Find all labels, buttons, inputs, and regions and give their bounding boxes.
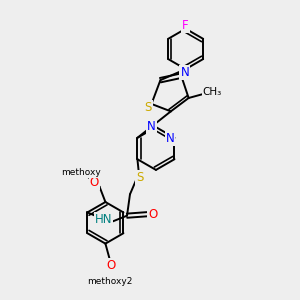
Text: CH₃: CH₃ bbox=[203, 87, 222, 97]
Text: S: S bbox=[136, 171, 143, 184]
Text: O: O bbox=[89, 176, 99, 190]
Text: N: N bbox=[166, 132, 174, 145]
Text: O: O bbox=[148, 208, 157, 221]
Text: N: N bbox=[147, 120, 156, 133]
Text: S: S bbox=[144, 101, 152, 114]
Text: HN: HN bbox=[94, 213, 112, 226]
Text: N: N bbox=[180, 66, 189, 79]
Text: methoxy2: methoxy2 bbox=[87, 277, 133, 286]
Text: methoxy: methoxy bbox=[61, 168, 101, 177]
Text: F: F bbox=[182, 19, 189, 32]
Text: O: O bbox=[107, 259, 116, 272]
